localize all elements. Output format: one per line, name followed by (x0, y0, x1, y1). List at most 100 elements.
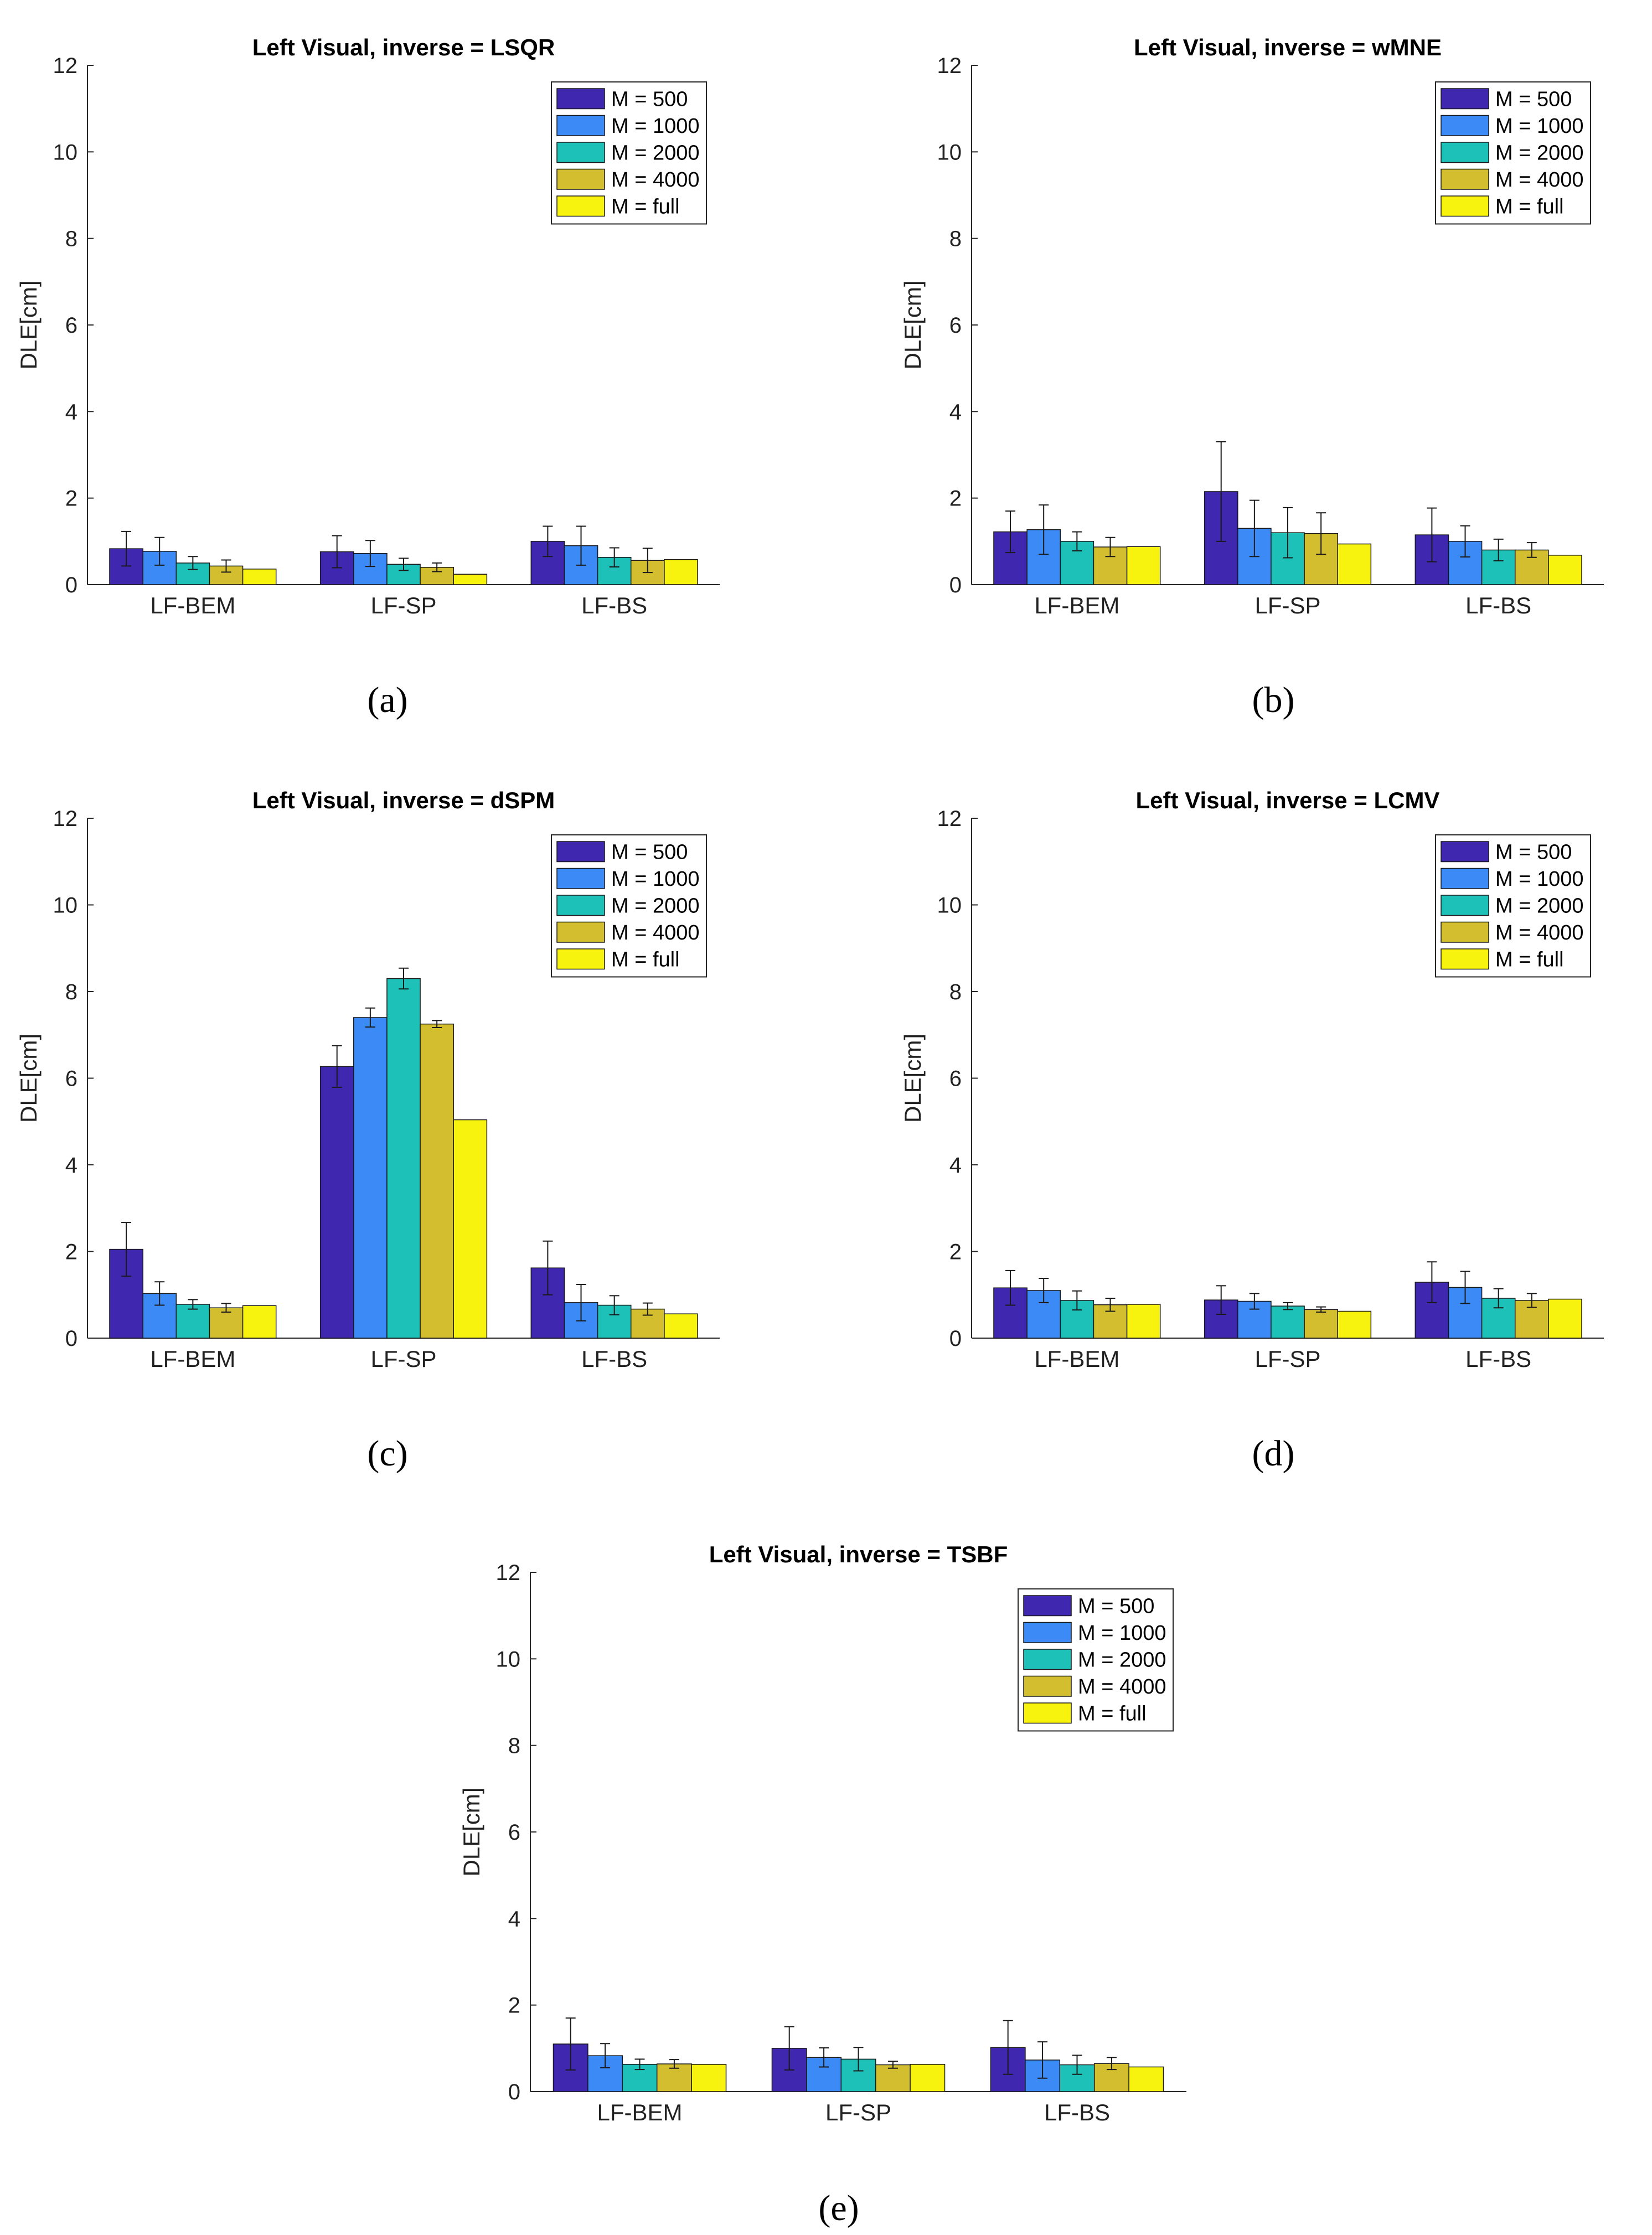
y-tick-label: 0 (949, 573, 962, 597)
legend-label: M = 2000 (1495, 142, 1584, 165)
legend-label: M = 4000 (611, 168, 700, 192)
legend-label: M = 500 (1495, 88, 1572, 111)
y-tick-label: 2 (65, 487, 78, 511)
bar (1126, 546, 1161, 585)
legend-label: M = full (1495, 948, 1564, 972)
y-tick-label: 0 (65, 573, 78, 597)
bar (353, 1017, 388, 1339)
legend-swatch (1441, 895, 1489, 916)
y-tick-label: 12 (496, 1561, 521, 1585)
y-tick-label: 8 (508, 1734, 520, 1758)
legend-swatch (1441, 88, 1489, 110)
legend-label: M = 4000 (1078, 1675, 1166, 1699)
x-tick-label: LF-BS (581, 592, 647, 618)
legend-swatch (1023, 1649, 1072, 1670)
legend-swatch (556, 868, 605, 889)
bar (1093, 1304, 1128, 1339)
legend-label: M = full (611, 948, 680, 972)
legend-swatch (556, 895, 605, 916)
x-tick-label: LF-SP (1255, 592, 1320, 618)
legend-swatch (556, 115, 605, 136)
bar (175, 562, 210, 585)
bar (1271, 1305, 1305, 1339)
y-tick-label: 4 (65, 400, 78, 424)
y-axis-label: DLE[cm] (16, 280, 42, 369)
y-tick-label: 12 (53, 807, 78, 831)
bar (420, 1023, 454, 1339)
legend-swatch (556, 948, 605, 970)
legend-label: M = full (611, 195, 680, 219)
y-axis-label: DLE[cm] (16, 1034, 42, 1123)
bar (242, 569, 277, 585)
bar (1304, 1309, 1338, 1339)
x-tick-label: LF-BEM (1034, 592, 1119, 618)
bar (209, 1307, 244, 1339)
legend-label: M = 2000 (611, 142, 700, 165)
chart-title: Left Visual, inverse = LCMV (1136, 787, 1440, 813)
legend-label: M = 2000 (1078, 1649, 1166, 1672)
y-tick-label: 8 (65, 227, 78, 251)
bar (664, 559, 698, 585)
y-tick-label: 10 (496, 1647, 521, 1671)
y-tick-label: 4 (65, 1153, 78, 1178)
legend-swatch (1441, 921, 1489, 943)
bar (386, 978, 421, 1339)
legend-label: M = 4000 (1495, 921, 1584, 944)
legend-label: M = 500 (1495, 841, 1572, 864)
chart-title: Left Visual, inverse = TSBF (709, 1541, 1008, 1567)
legend-swatch (1023, 1675, 1072, 1697)
x-tick-label: LF-SP (370, 1346, 436, 1372)
bar (1128, 2066, 1164, 2092)
legend-label: M = 500 (611, 841, 688, 864)
legend-swatch (1441, 195, 1489, 217)
legend-swatch (556, 88, 605, 110)
bar (1548, 555, 1582, 585)
legend-swatch (556, 195, 605, 217)
y-tick-label: 12 (937, 54, 962, 78)
y-tick-label: 12 (937, 807, 962, 831)
legend-swatch (1441, 868, 1489, 889)
bar (142, 551, 177, 585)
y-axis-label: DLE[cm] (900, 1034, 926, 1123)
y-tick-label: 2 (949, 487, 962, 511)
x-tick-label: LF-BEM (150, 1346, 235, 1372)
panel-label: (a) (367, 680, 407, 720)
panel-label: (c) (367, 1433, 407, 1474)
bar (530, 1267, 565, 1339)
y-tick-label: 8 (65, 980, 78, 1004)
bar (1548, 1298, 1582, 1339)
chart-title: Left Visual, inverse = wMNE (1134, 34, 1442, 60)
y-tick-label: 10 (53, 140, 78, 164)
bar (910, 2064, 946, 2092)
y-tick-label: 0 (65, 1326, 78, 1351)
y-tick-label: 6 (949, 313, 962, 338)
panel-label: (b) (1252, 680, 1295, 720)
y-tick-label: 8 (949, 980, 962, 1004)
legend-swatch (1023, 1595, 1072, 1617)
legend-swatch (1441, 168, 1489, 190)
bar (319, 1066, 354, 1339)
y-tick-label: 2 (949, 1240, 962, 1264)
legend-swatch (556, 841, 605, 863)
legend-label: M = 1000 (1078, 1622, 1166, 1645)
legend-label: M = full (1495, 195, 1564, 219)
y-axis-label: DLE[cm] (900, 280, 926, 369)
legend-label: M = 500 (611, 88, 688, 111)
bar (875, 2064, 911, 2092)
legend-label: M = 2000 (1495, 895, 1584, 918)
y-tick-label: 6 (949, 1067, 962, 1091)
x-tick-label: LF-BS (1465, 1346, 1531, 1372)
legend-label: M = 500 (1078, 1595, 1154, 1618)
legend-swatch (1441, 841, 1489, 863)
legend-swatch (1023, 1622, 1072, 1643)
y-tick-label: 8 (949, 227, 962, 251)
chart-panel-1: Left Visual, inverse = wMNE 0 2 4 6 8 10 12 DLE[… (900, 34, 1604, 720)
y-tick-label: 10 (53, 894, 78, 918)
chart-panel-4: Left Visual, inverse = TSBF 0 2 4 6 8 10 12 DLE[… (458, 1541, 1186, 2228)
legend-label: M = full (1078, 1702, 1147, 1726)
legend-swatch (556, 142, 605, 163)
legend-label: M = 1000 (611, 868, 700, 891)
y-tick-label: 2 (508, 1994, 520, 2018)
legend-label: M = 1000 (1495, 868, 1584, 891)
